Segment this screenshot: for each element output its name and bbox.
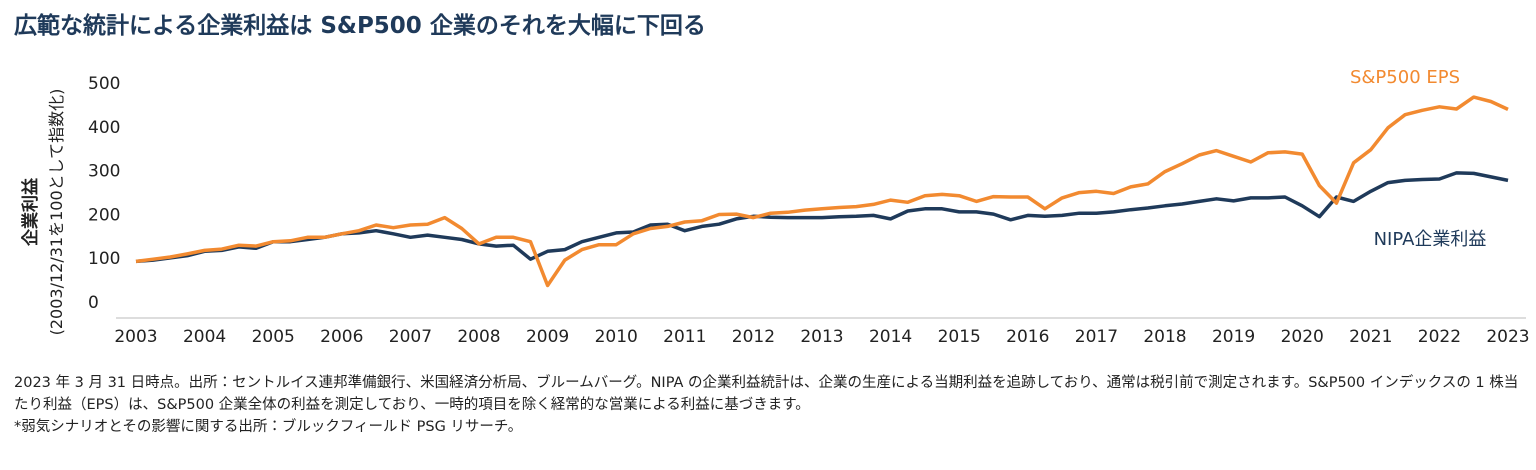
series-line xyxy=(135,171,1509,264)
x-tick-label: 2007 xyxy=(389,327,432,347)
x-tick-label: 2021 xyxy=(1349,327,1392,347)
x-tick-label: 2008 xyxy=(457,327,500,347)
x-tick-label: 2023 xyxy=(1486,327,1529,347)
x-tick-label: 2018 xyxy=(1143,327,1186,347)
x-tick-label: 2010 xyxy=(595,327,638,347)
footnote: *弱気シナリオとその影響に関する出所：ブルックフィールド PSG リサーチ。 xyxy=(14,419,523,435)
x-tick-label: 2013 xyxy=(800,327,843,347)
chart: 企業利益 (2003/12/31を100として指数化) 0 100 200 300 400 5… xyxy=(20,67,1530,347)
x-tick-label: 2015 xyxy=(938,327,981,347)
y-tick-label: 400 xyxy=(88,118,120,138)
x-tick-label: 2022 xyxy=(1418,327,1461,347)
y-axis-label: 企業利益 xyxy=(20,177,41,246)
footnote: 2023 年 3 月 31 日時点。出所：セントルイス連邦準備銀行、米国経済分析… xyxy=(14,375,1519,413)
y-tick-label: 300 xyxy=(88,162,120,182)
series-line xyxy=(135,95,1509,288)
x-tick-label: 2006 xyxy=(320,327,363,347)
x-tick-label: 2004 xyxy=(183,327,226,347)
x-tick-label: 2009 xyxy=(526,327,569,347)
y-tick-label: 200 xyxy=(88,205,120,225)
footnotes: 2023 年 3 月 31 日時点。出所：セントルイス連邦準備銀行、米国経済分析… xyxy=(14,372,1529,438)
x-tick-label: 2005 xyxy=(252,327,295,347)
legend-label: NIPA企業利益 xyxy=(1374,229,1487,250)
y-tick-label: 500 xyxy=(88,74,120,94)
x-tick-label: 2020 xyxy=(1281,327,1324,347)
x-tick-label: 2019 xyxy=(1212,327,1255,347)
y-tick-label: 0 xyxy=(88,293,99,313)
x-tick-label: 2016 xyxy=(1006,327,1049,347)
x-tick-label: 2012 xyxy=(732,327,775,347)
y-tick-label: 100 xyxy=(88,249,120,269)
y-axis-sublabel: (2003/12/31を100として指数化) xyxy=(47,89,66,336)
x-tick-label: 2017 xyxy=(1075,327,1118,347)
x-tick-label: 2014 xyxy=(869,327,912,347)
x-tick-label: 2011 xyxy=(663,327,706,347)
y-axis-title: 企業利益 (2003/12/31を100として指数化) xyxy=(20,89,66,336)
x-tick-label: 2003 xyxy=(114,327,157,347)
chart-title: 広範な統計による企業利益は S&P500 企業のそれを大幅に下回る xyxy=(14,13,706,39)
legend-label: S&P500 EPS xyxy=(1350,67,1460,88)
